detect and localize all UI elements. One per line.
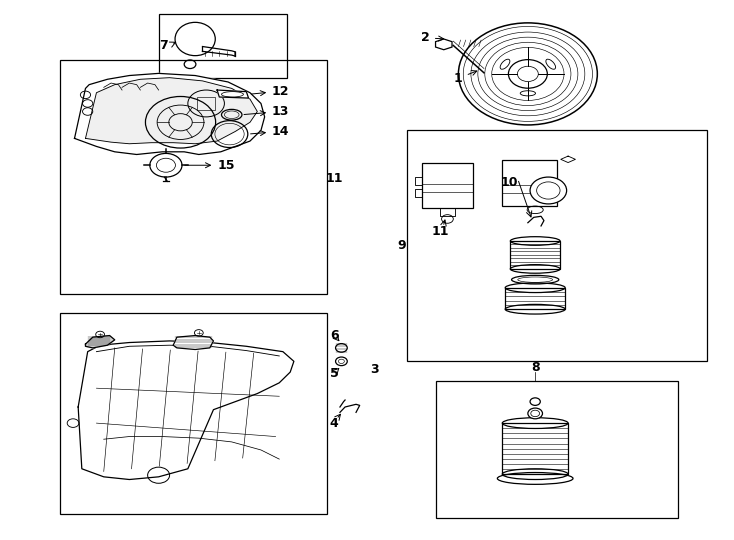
- Bar: [505, 288, 565, 309]
- Bar: [422, 163, 473, 208]
- Polygon shape: [75, 73, 265, 154]
- Text: 8: 8: [531, 361, 539, 374]
- Text: 14: 14: [250, 125, 289, 138]
- Text: 6: 6: [330, 329, 338, 342]
- Text: 1: 1: [454, 71, 477, 85]
- Text: 13: 13: [244, 105, 289, 118]
- Text: 11: 11: [325, 172, 343, 185]
- Bar: [60, 60, 327, 294]
- Bar: [159, 14, 286, 78]
- Polygon shape: [173, 335, 214, 349]
- Bar: [407, 130, 707, 361]
- Polygon shape: [85, 78, 258, 144]
- Polygon shape: [85, 335, 115, 348]
- Bar: [197, 97, 215, 110]
- Polygon shape: [340, 404, 360, 413]
- Text: 3: 3: [370, 363, 379, 376]
- Polygon shape: [528, 217, 544, 226]
- Text: 11: 11: [432, 225, 449, 238]
- Text: 4: 4: [330, 416, 338, 430]
- Text: 9: 9: [398, 239, 407, 252]
- Text: 15: 15: [185, 159, 235, 172]
- Bar: [502, 160, 557, 206]
- Polygon shape: [217, 90, 249, 98]
- Polygon shape: [78, 341, 294, 480]
- Text: 12: 12: [251, 85, 289, 98]
- Bar: [502, 423, 568, 474]
- Polygon shape: [561, 156, 575, 163]
- Polygon shape: [435, 39, 452, 50]
- Circle shape: [530, 177, 567, 204]
- Text: 10: 10: [501, 177, 518, 190]
- Text: 5: 5: [330, 367, 338, 380]
- Text: 7: 7: [159, 39, 168, 52]
- Bar: [510, 241, 560, 269]
- Bar: [437, 381, 677, 518]
- Circle shape: [528, 408, 542, 419]
- Bar: [60, 313, 327, 515]
- Text: 2: 2: [421, 31, 443, 44]
